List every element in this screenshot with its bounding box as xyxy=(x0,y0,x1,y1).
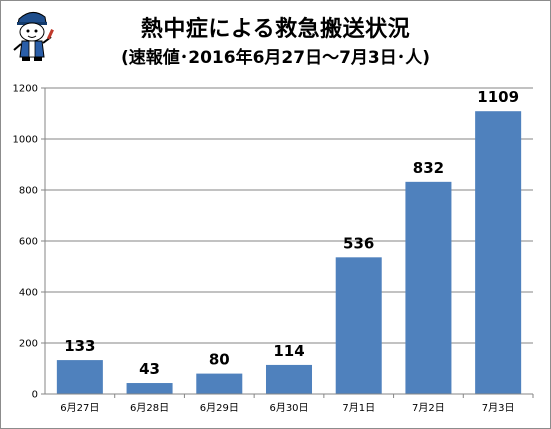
mascot-icon xyxy=(13,12,54,61)
x-tick-label: 6月28日 xyxy=(130,402,169,414)
data-label: 1109 xyxy=(477,88,519,106)
bar xyxy=(196,373,243,394)
y-tick-label: 200 xyxy=(19,339,38,350)
x-tick-label: 7月2日 xyxy=(412,402,445,414)
bar xyxy=(126,383,173,394)
data-label: 80 xyxy=(209,351,230,369)
bar xyxy=(335,257,382,394)
y-tick-label: 400 xyxy=(19,288,38,299)
x-tick-label: 6月30日 xyxy=(269,402,308,414)
gridlines xyxy=(45,87,533,395)
axes xyxy=(41,87,534,398)
x-tick-label: 6月29日 xyxy=(200,402,239,414)
bar xyxy=(475,111,522,394)
y-tick-label: 1200 xyxy=(13,84,38,95)
y-tick-label: 0 xyxy=(32,390,38,401)
bar xyxy=(265,364,313,394)
data-label: 536 xyxy=(343,234,374,252)
data-label: 133 xyxy=(64,337,95,355)
y-tick-label: 600 xyxy=(19,237,38,248)
bar xyxy=(56,360,103,394)
data-label: 43 xyxy=(139,360,160,378)
x-tick-label: 6月27日 xyxy=(60,402,99,414)
x-tick-label: 7月3日 xyxy=(482,402,515,414)
bar xyxy=(405,181,452,394)
bars xyxy=(56,111,522,394)
chart-subtitle: (速報値･2016年6月27日～7月3日･人) xyxy=(121,48,430,68)
y-tick-label: 1000 xyxy=(13,135,38,146)
chart-title: 熱中症による救急搬送状況 xyxy=(140,17,411,42)
x-tick-label: 7月1日 xyxy=(342,402,375,414)
data-label: 832 xyxy=(413,159,444,177)
data-label: 114 xyxy=(273,342,304,360)
labels: 0 200 400 600 800 1000 1200 6月27日 133 6月28日 43 6月29… xyxy=(13,84,519,415)
y-tick-label: 800 xyxy=(19,186,38,197)
